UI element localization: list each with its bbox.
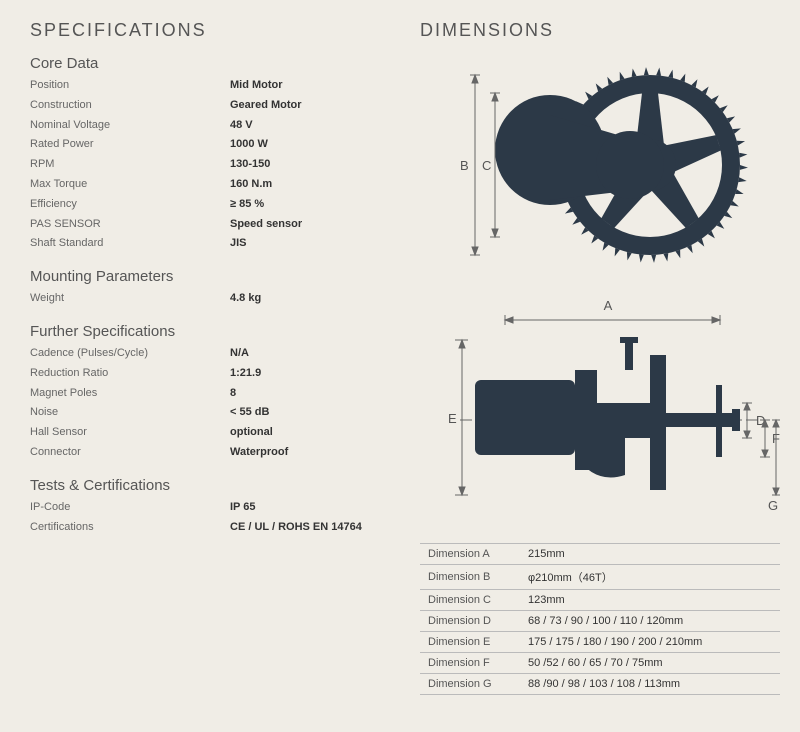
dim-label-a: A bbox=[604, 298, 613, 313]
further-heading: Further Specifications bbox=[30, 323, 400, 340]
spec-value: N/A bbox=[230, 344, 249, 364]
diagram-bottom: A bbox=[420, 285, 780, 525]
table-row: Dimension F50 /52 / 60 / 65 / 70 / 75mm bbox=[420, 653, 780, 674]
spec-row: Nominal Voltage48 V bbox=[30, 116, 400, 136]
spec-row: CertificationsCE / UL / ROHS EN 14764 bbox=[30, 518, 400, 538]
dim-value: 175 / 175 / 180 / 190 / 200 / 210mm bbox=[520, 632, 780, 653]
dimensions-table: Dimension A215mm Dimension Bφ210mm（46T） … bbox=[420, 543, 780, 695]
spec-row: Cadence (Pulses/Cycle)N/A bbox=[30, 344, 400, 364]
spec-label: Weight bbox=[30, 289, 230, 309]
spec-row: PAS SENSORSpeed sensor bbox=[30, 215, 400, 235]
dim-value: 88 /90 / 98 / 103 / 108 / 113mm bbox=[520, 674, 780, 695]
spec-row: Hall Sensoroptional bbox=[30, 423, 400, 443]
dim-label: Dimension B bbox=[420, 565, 520, 590]
spec-value: 48 V bbox=[230, 116, 253, 136]
spec-row: Efficiency≥ 85 % bbox=[30, 195, 400, 215]
table-row: Dimension A215mm bbox=[420, 544, 780, 565]
spec-row: RPM130-150 bbox=[30, 155, 400, 175]
spec-label: Hall Sensor bbox=[30, 423, 230, 443]
spec-label: Efficiency bbox=[30, 195, 230, 215]
dim-label: Dimension C bbox=[420, 590, 520, 611]
dim-value: 68 / 73 / 90 / 100 / 110 / 120mm bbox=[520, 611, 780, 632]
spec-row: Shaft StandardJIS bbox=[30, 234, 400, 254]
spec-label: PAS SENSOR bbox=[30, 215, 230, 235]
diagram-top: B C bbox=[420, 55, 780, 275]
spec-value: optional bbox=[230, 423, 273, 443]
spec-row: ConstructionGeared Motor bbox=[30, 96, 400, 116]
spec-label: Nominal Voltage bbox=[30, 116, 230, 136]
spec-value: CE / UL / ROHS EN 14764 bbox=[230, 518, 362, 538]
spec-row: Magnet Poles8 bbox=[30, 384, 400, 404]
dim-value: 215mm bbox=[520, 544, 780, 565]
spec-label: Max Torque bbox=[30, 175, 230, 195]
core-data-heading: Core Data bbox=[30, 55, 400, 72]
dim-label-c: C bbox=[482, 158, 491, 173]
spec-value: Speed sensor bbox=[230, 215, 302, 235]
spec-label: Shaft Standard bbox=[30, 234, 230, 254]
spec-row: Rated Power1000 W bbox=[30, 135, 400, 155]
spec-value: ≥ 85 % bbox=[230, 195, 264, 215]
table-row: Dimension Bφ210mm（46T） bbox=[420, 565, 780, 590]
spec-label: Cadence (Pulses/Cycle) bbox=[30, 344, 230, 364]
table-row: Dimension E175 / 175 / 180 / 190 / 200 /… bbox=[420, 632, 780, 653]
spec-value: Geared Motor bbox=[230, 96, 302, 116]
dim-label: Dimension D bbox=[420, 611, 520, 632]
spec-value: Waterproof bbox=[230, 443, 288, 463]
spec-label: Noise bbox=[30, 403, 230, 423]
specifications-heading: SPECIFICATIONS bbox=[30, 20, 400, 41]
spec-label: RPM bbox=[30, 155, 230, 175]
spec-value: 8 bbox=[230, 384, 236, 404]
dim-label: Dimension A bbox=[420, 544, 520, 565]
spec-value: 4.8 kg bbox=[230, 289, 261, 309]
spec-value: Mid Motor bbox=[230, 76, 283, 96]
spec-label: Connector bbox=[30, 443, 230, 463]
spec-label: Magnet Poles bbox=[30, 384, 230, 404]
spec-value: 160 N.m bbox=[230, 175, 272, 195]
spec-row: IP-CodeIP 65 bbox=[30, 498, 400, 518]
spec-value: 130-150 bbox=[230, 155, 270, 175]
spec-label: Construction bbox=[30, 96, 230, 116]
spec-value: JIS bbox=[230, 234, 247, 254]
mounting-heading: Mounting Parameters bbox=[30, 268, 400, 285]
spec-value: IP 65 bbox=[230, 498, 256, 518]
dimensions-heading: DIMENSIONS bbox=[420, 20, 780, 41]
spec-row: PositionMid Motor bbox=[30, 76, 400, 96]
table-row: Dimension G88 /90 / 98 / 103 / 108 / 113… bbox=[420, 674, 780, 695]
spec-row: Noise< 55 dB bbox=[30, 403, 400, 423]
dim-label: Dimension G bbox=[420, 674, 520, 695]
spec-row: ConnectorWaterproof bbox=[30, 443, 400, 463]
spec-value: < 55 dB bbox=[230, 403, 269, 423]
spec-row: Max Torque160 N.m bbox=[30, 175, 400, 195]
spec-row: Weight4.8 kg bbox=[30, 289, 400, 309]
spec-label: IP-Code bbox=[30, 498, 230, 518]
dimensions-column: DIMENSIONS bbox=[420, 20, 780, 695]
spec-label: Reduction Ratio bbox=[30, 364, 230, 384]
dim-label-g: G bbox=[768, 498, 778, 513]
spec-label: Certifications bbox=[30, 518, 230, 538]
tests-heading: Tests & Certifications bbox=[30, 477, 400, 494]
spec-label: Position bbox=[30, 76, 230, 96]
spec-value: 1:21.9 bbox=[230, 364, 261, 384]
dim-label-e: E bbox=[448, 411, 457, 426]
table-row: Dimension C123mm bbox=[420, 590, 780, 611]
spec-row: Reduction Ratio1:21.9 bbox=[30, 364, 400, 384]
spec-value: 1000 W bbox=[230, 135, 268, 155]
dim-label-b: B bbox=[460, 158, 469, 173]
spec-label: Rated Power bbox=[30, 135, 230, 155]
dim-label: Dimension E bbox=[420, 632, 520, 653]
specifications-column: SPECIFICATIONS Core Data PositionMid Mot… bbox=[30, 20, 400, 695]
dim-value: 50 /52 / 60 / 65 / 70 / 75mm bbox=[520, 653, 780, 674]
dim-label: Dimension F bbox=[420, 653, 520, 674]
table-row: Dimension D68 / 73 / 90 / 100 / 110 / 12… bbox=[420, 611, 780, 632]
dim-value: φ210mm（46T） bbox=[520, 565, 780, 590]
dim-value: 123mm bbox=[520, 590, 780, 611]
